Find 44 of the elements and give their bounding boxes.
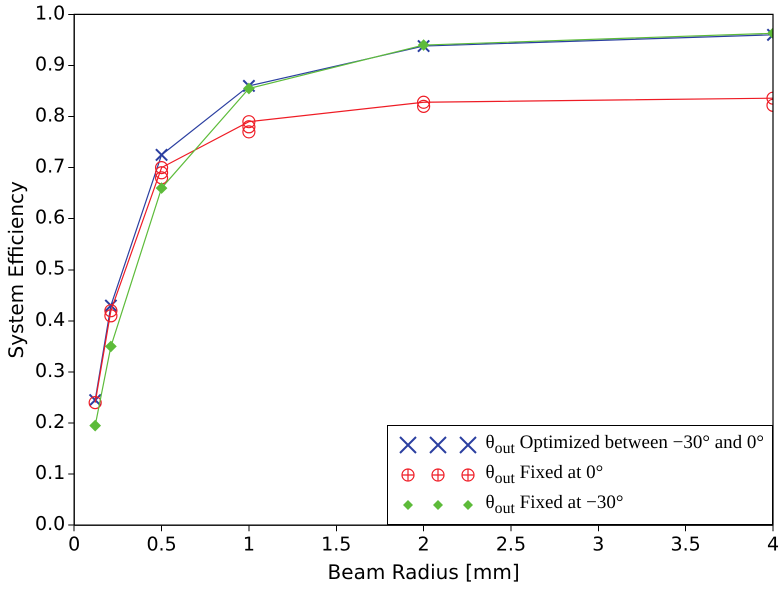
y-axis-title: System Efficiency [4, 181, 28, 358]
point [154, 148, 168, 162]
y-tick-label: 0.2 [35, 410, 66, 433]
x-tick-label: 2.5 [496, 534, 526, 556]
y-tick-label: 0.9 [35, 53, 66, 76]
x-tick-label: 4 [766, 534, 780, 556]
x-tick-label: 0 [68, 534, 80, 556]
x-tick-label: 3.5 [670, 534, 701, 556]
y-tick-label: 0.1 [35, 462, 66, 484]
x-tick-label: 2 [418, 534, 430, 556]
point [242, 115, 256, 128]
point [154, 161, 168, 174]
y-tick-label: 1.0 [35, 2, 66, 24]
x-tick-label: 1 [242, 534, 255, 556]
point [417, 100, 430, 113]
point [104, 304, 118, 318]
legend-label: θ$_{out}$ Optimized between −30° and 0° [486, 432, 764, 458]
y-tick-label: 0.8 [35, 104, 66, 126]
x-tick-label: 3 [592, 534, 604, 556]
point [242, 125, 256, 138]
point [156, 182, 168, 194]
point [242, 79, 256, 93]
legend-label: θ$_{out}$ Fixed at 0° [486, 462, 604, 488]
point [104, 309, 118, 322]
point [104, 298, 118, 312]
y-tick-label: 0.5 [35, 258, 66, 280]
x-tick-label: 1.5 [321, 534, 352, 556]
point [90, 420, 101, 432]
legend-label: θ$_{out}$ Fixed at −30° [486, 492, 624, 518]
y-tick-label: 0.4 [35, 308, 66, 331]
point [417, 96, 430, 109]
y-tick-label: 0.0 [35, 513, 66, 536]
point [243, 82, 255, 94]
point [105, 340, 117, 352]
point [242, 120, 256, 134]
point [88, 393, 102, 407]
point [154, 171, 168, 184]
point [88, 396, 102, 410]
y-tick-label: 0.3 [35, 360, 66, 382]
point [154, 166, 168, 180]
y-tick-label: 0.6 [35, 206, 66, 229]
x-tick-label: 0.5 [146, 534, 177, 556]
y-tick-label: 0.7 [35, 156, 66, 178]
x-axis-title: Beam Radius [mm] [328, 560, 520, 584]
